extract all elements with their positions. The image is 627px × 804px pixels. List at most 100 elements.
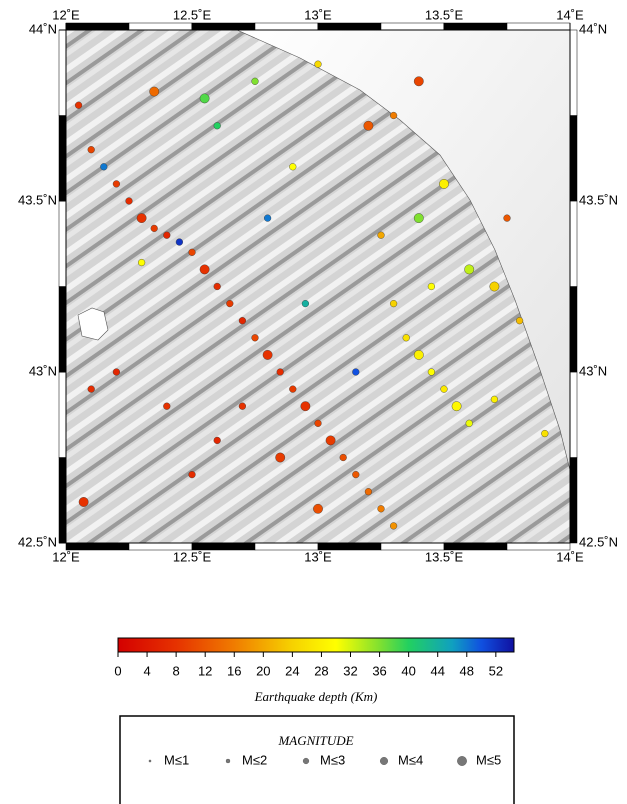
legend-symbol xyxy=(226,759,230,763)
y-tick-label: 43.5˚N xyxy=(18,192,57,207)
frame-segment xyxy=(381,23,444,30)
event xyxy=(352,369,359,376)
x-tick-label: 13.5˚E xyxy=(425,549,464,564)
event xyxy=(150,87,159,96)
event xyxy=(239,317,246,324)
colorbar xyxy=(118,638,514,652)
event xyxy=(200,94,209,103)
event xyxy=(276,453,285,462)
event xyxy=(541,430,548,437)
y-tick-label: 43˚N xyxy=(29,363,57,378)
event xyxy=(176,239,183,246)
colorbar-tick-label: 44 xyxy=(430,663,444,678)
frame-segment xyxy=(570,287,577,373)
event xyxy=(414,350,423,359)
event xyxy=(289,163,296,170)
event xyxy=(226,300,233,307)
event xyxy=(428,283,435,290)
event xyxy=(289,386,296,393)
event xyxy=(340,454,347,461)
frame-segment xyxy=(59,30,66,116)
event xyxy=(302,300,309,307)
legend-symbol xyxy=(457,756,466,765)
legend-label: M≤3 xyxy=(320,752,345,767)
frame-segment xyxy=(129,23,192,30)
event xyxy=(452,402,461,411)
y-tick-label: 44˚N xyxy=(29,21,57,36)
x-tick-label: 13˚E xyxy=(304,549,332,564)
colorbar-tick-label: 16 xyxy=(227,663,241,678)
legend-symbol xyxy=(149,760,151,762)
event xyxy=(189,471,196,478)
x-tick-label: 13˚E xyxy=(304,7,332,22)
frame-segment xyxy=(255,23,318,30)
frame-segment xyxy=(570,116,577,202)
frame-segment xyxy=(570,30,577,116)
event xyxy=(75,102,82,109)
event xyxy=(490,282,499,291)
event xyxy=(516,317,523,324)
event xyxy=(113,369,120,376)
event xyxy=(263,350,272,359)
event xyxy=(138,259,145,266)
event xyxy=(315,420,322,427)
event xyxy=(313,504,322,513)
frame-segment xyxy=(318,23,381,30)
legend-label: M≤1 xyxy=(164,752,189,767)
y-tick-label: 44˚N xyxy=(579,21,607,36)
event xyxy=(466,420,473,427)
event xyxy=(465,265,474,274)
colorbar-label: Earthquake depth (Km) xyxy=(254,689,378,704)
event xyxy=(390,112,397,119)
frame-segment xyxy=(570,201,577,287)
x-tick-label: 12˚E xyxy=(52,549,80,564)
frame-segment xyxy=(59,372,66,458)
frame-segment xyxy=(66,23,129,30)
event xyxy=(88,146,95,153)
frame-segment xyxy=(192,23,255,30)
event xyxy=(214,122,221,129)
y-tick-label: 42.5˚N xyxy=(18,534,57,549)
legend-symbol xyxy=(380,757,388,765)
colorbar-tick-label: 24 xyxy=(285,663,299,678)
event xyxy=(428,369,435,376)
event xyxy=(491,396,498,403)
colorbar-tick-label: 36 xyxy=(372,663,386,678)
event xyxy=(239,403,246,410)
x-tick-label: 13.5˚E xyxy=(425,7,464,22)
event xyxy=(326,436,335,445)
y-tick-label: 43.5˚N xyxy=(579,192,618,207)
event xyxy=(252,334,259,341)
event xyxy=(414,213,423,222)
colorbar-tick-label: 0 xyxy=(114,663,121,678)
event xyxy=(504,215,511,222)
x-tick-label: 14˚E xyxy=(556,549,584,564)
colorbar-tick-label: 40 xyxy=(401,663,415,678)
event xyxy=(200,265,209,274)
colorbar-tick-label: 4 xyxy=(143,663,150,678)
colorbar-tick-label: 32 xyxy=(343,663,357,678)
event xyxy=(439,179,448,188)
legend-title: MAGNITUDE xyxy=(277,733,353,748)
event xyxy=(137,213,146,222)
event xyxy=(315,61,322,68)
x-tick-label: 12.5˚E xyxy=(173,7,212,22)
event xyxy=(88,386,95,393)
event xyxy=(126,198,133,205)
legend-label: M≤4 xyxy=(398,752,423,767)
frame-segment xyxy=(59,458,66,544)
frame-segment xyxy=(59,287,66,373)
event xyxy=(352,471,359,478)
event xyxy=(365,488,372,495)
event xyxy=(151,225,158,232)
event xyxy=(163,232,170,239)
legend-symbol xyxy=(303,758,309,764)
frame-segment xyxy=(444,23,507,30)
colorbar-tick-label: 28 xyxy=(314,663,328,678)
event xyxy=(79,497,88,506)
event xyxy=(301,402,310,411)
event xyxy=(277,369,284,376)
event xyxy=(214,437,221,444)
colorbar-tick-label: 20 xyxy=(256,663,270,678)
event xyxy=(252,78,259,85)
